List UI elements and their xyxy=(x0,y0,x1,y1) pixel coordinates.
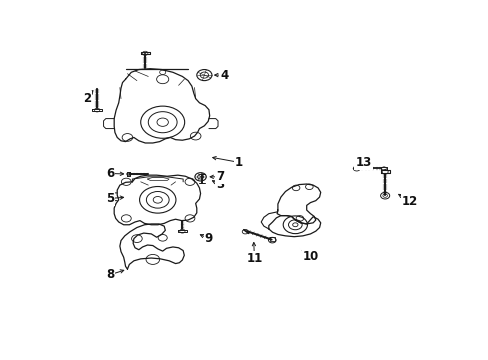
Text: 10: 10 xyxy=(303,250,319,263)
Text: 3: 3 xyxy=(216,178,224,191)
Text: 7: 7 xyxy=(216,170,224,183)
Text: 1: 1 xyxy=(235,156,243,169)
Text: 2: 2 xyxy=(82,92,91,105)
Text: 6: 6 xyxy=(106,167,114,180)
Text: 8: 8 xyxy=(106,268,114,281)
Text: 4: 4 xyxy=(220,68,228,82)
Text: 13: 13 xyxy=(355,156,371,169)
Text: 12: 12 xyxy=(401,195,417,208)
Text: 5: 5 xyxy=(106,192,114,205)
Text: 9: 9 xyxy=(204,232,213,245)
Text: 11: 11 xyxy=(246,252,262,265)
